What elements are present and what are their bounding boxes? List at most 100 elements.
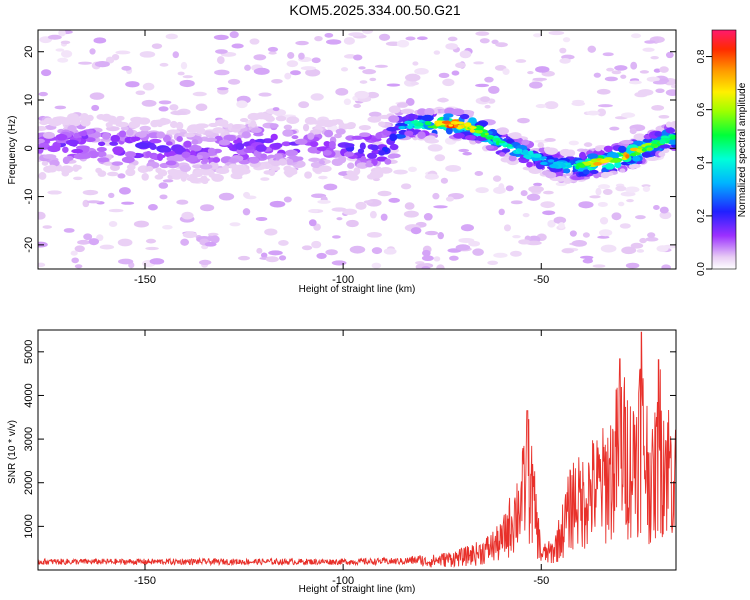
spectrogram-noise-cell bbox=[310, 93, 324, 101]
spectrogram-noise-cell bbox=[630, 33, 642, 39]
spectrogram-noise-cell bbox=[620, 191, 636, 197]
spectrogram-noise-cell bbox=[433, 205, 448, 209]
spectrogram-noise-cell bbox=[287, 51, 295, 59]
spectrogram-cell bbox=[145, 151, 152, 158]
spectrogram-noise-cell bbox=[498, 183, 505, 191]
spectrogram-noise-cell bbox=[626, 199, 634, 203]
spectrogram-noise-cell bbox=[659, 211, 672, 220]
spectrogram-cell bbox=[272, 142, 283, 149]
spectrogram-x-tick-label: -150 bbox=[134, 274, 156, 286]
spectrogram-cell bbox=[346, 121, 357, 128]
spectrogram-noise-cell bbox=[445, 165, 462, 172]
spectrogram-noise-cell bbox=[331, 260, 347, 266]
spectrogram-noise-cell bbox=[47, 190, 62, 195]
spectrogram-cell bbox=[642, 138, 653, 143]
spectrogram-cell bbox=[110, 164, 120, 171]
spectrogram-noise-cell bbox=[93, 37, 107, 44]
colorbar-tick-label: 0.2 bbox=[696, 209, 707, 223]
spectrogram-cell bbox=[281, 141, 291, 147]
spectrogram-y-tick-label: -10 bbox=[23, 189, 35, 205]
spectrogram-cell bbox=[59, 166, 72, 171]
spectrogram-cell bbox=[207, 147, 216, 154]
spectrogram-noise-cell bbox=[455, 62, 466, 69]
spectrogram-x-tick-label: -50 bbox=[533, 274, 549, 286]
spectrogram-noise-cell bbox=[528, 185, 544, 193]
spectrogram-noise-cell bbox=[88, 238, 100, 246]
spectrogram-cell bbox=[579, 151, 586, 160]
spectrogram-noise-cell bbox=[82, 189, 99, 196]
spectrogram-cell bbox=[124, 151, 137, 158]
spectrogram-cell bbox=[61, 170, 70, 177]
spectrogram-noise-cell bbox=[653, 204, 660, 210]
spectrogram-noise-cell bbox=[458, 148, 470, 153]
spectrogram-cell bbox=[560, 148, 572, 157]
spectrogram-noise-cell bbox=[368, 111, 382, 118]
spectrogram-cell bbox=[641, 151, 651, 158]
spectrogram-cell bbox=[384, 158, 392, 165]
spectrogram-noise-cell bbox=[533, 33, 543, 38]
spectrogram-cell bbox=[78, 152, 92, 159]
spectrogram-noise-cell bbox=[158, 182, 169, 189]
spectrogram-cell bbox=[417, 108, 427, 116]
spectrogram-cell bbox=[582, 169, 589, 175]
spectrogram-noise-cell bbox=[447, 36, 458, 42]
spectrogram-cell bbox=[386, 126, 398, 132]
spectrogram-peak-cell bbox=[441, 120, 451, 124]
spectrogram-noise-cell bbox=[619, 223, 631, 229]
spectrogram-noise-cell bbox=[268, 51, 277, 55]
spectrogram-peak-cell bbox=[516, 148, 523, 153]
spectrogram-noise-cell bbox=[578, 201, 594, 209]
spectrogram-noise-cell bbox=[540, 201, 555, 209]
spectrogram-noise-cell bbox=[77, 239, 91, 245]
spectrogram-cell bbox=[211, 174, 224, 182]
spectrogram-cell bbox=[309, 129, 322, 135]
spectrogram-noise-cell bbox=[527, 71, 534, 75]
spectrogram-cell bbox=[105, 122, 113, 128]
spectrogram-noise-cell bbox=[151, 43, 163, 49]
spectrogram-cell bbox=[544, 155, 555, 160]
spectrogram-cell bbox=[231, 124, 242, 129]
spectrogram-cell bbox=[179, 164, 192, 172]
spectrogram-cell bbox=[526, 161, 533, 168]
spectrogram-noise-cell bbox=[599, 216, 609, 225]
spectrogram-noise-cell bbox=[355, 201, 367, 210]
spectrogram-noise-cell bbox=[94, 61, 110, 68]
spectrogram-noise-cell bbox=[117, 238, 133, 247]
spectrogram-peak-cell bbox=[528, 150, 534, 156]
spectrogram-cell bbox=[223, 134, 237, 142]
spectrogram-noise-cell bbox=[115, 50, 131, 55]
spectrogram-cell bbox=[55, 133, 68, 141]
spectrogram-noise-cell bbox=[258, 92, 272, 97]
spectrogram-peak-cell bbox=[484, 132, 489, 136]
spectrogram-cell bbox=[285, 167, 298, 175]
spectrogram-noise-cell bbox=[647, 232, 656, 238]
spectrogram-peak-cell bbox=[646, 147, 653, 151]
spectrogram-noise-cell bbox=[484, 104, 491, 109]
spectrogram-noise-cell bbox=[363, 200, 374, 204]
spectrogram-noise-cell bbox=[604, 76, 618, 82]
spectrogram-y-label: Frequency (Hz) bbox=[7, 116, 18, 185]
spectrogram-cell bbox=[52, 116, 61, 122]
spectrogram-noise-cell bbox=[404, 202, 415, 210]
spectrogram-noise-cell bbox=[243, 191, 250, 199]
spectrogram-noise-cell bbox=[265, 256, 279, 263]
spectrogram-noise-cell bbox=[301, 245, 313, 251]
spectrogram-cell bbox=[317, 119, 327, 127]
spectrogram-noise-cell bbox=[642, 185, 651, 192]
spectrogram-peak-cell bbox=[664, 138, 671, 141]
spectrogram-cell bbox=[269, 123, 279, 129]
spectrogram-cell bbox=[184, 132, 196, 138]
spectrogram-cell bbox=[614, 160, 622, 169]
spectrogram-noise-cell bbox=[535, 66, 550, 73]
spectrogram-noise-cell bbox=[38, 262, 46, 268]
spectrogram-cell bbox=[424, 135, 436, 140]
spectrogram-noise-cell bbox=[198, 259, 212, 266]
spectrogram-noise-cell bbox=[571, 101, 586, 107]
spectrogram-noise-cell bbox=[445, 43, 458, 50]
spectrogram-cell bbox=[307, 132, 315, 140]
spectrogram-cell bbox=[156, 131, 166, 139]
spectrogram-noise-cell bbox=[145, 238, 157, 244]
spectrogram-cell bbox=[404, 130, 414, 136]
spectrogram-noise-cell bbox=[336, 217, 343, 221]
